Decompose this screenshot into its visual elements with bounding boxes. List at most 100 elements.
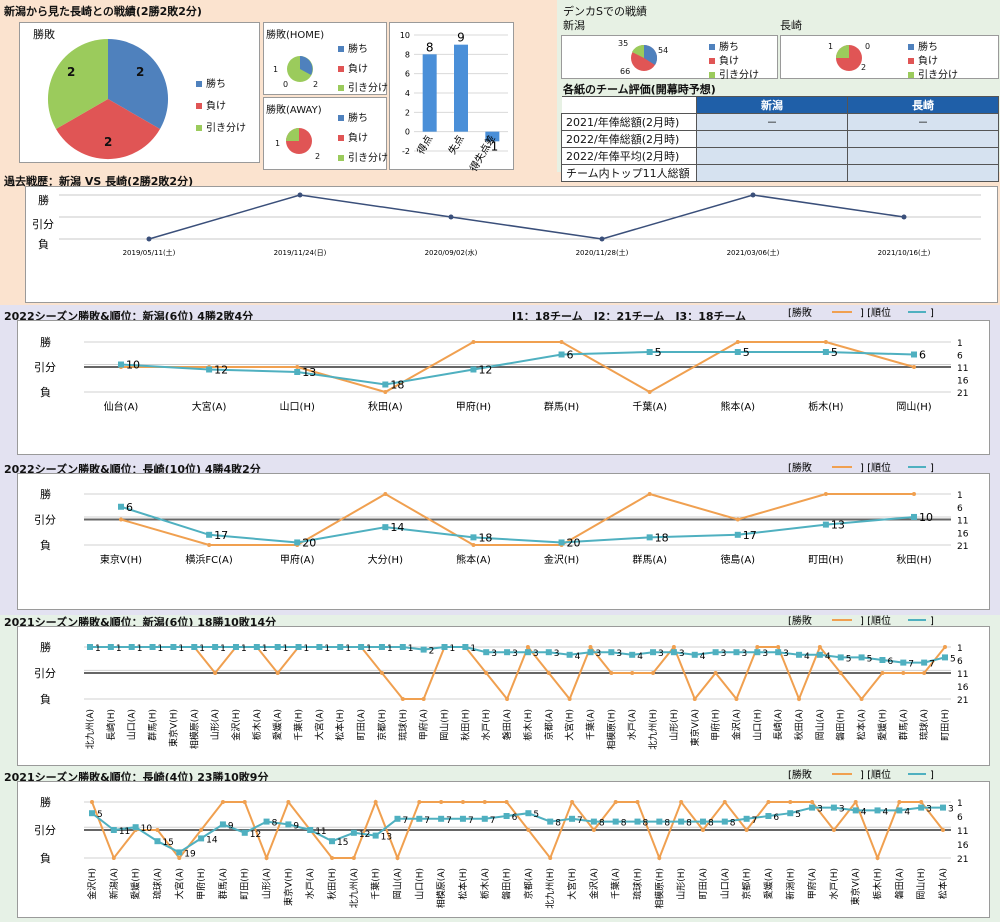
history-date-label: 2020/09/02(水) [425,248,478,257]
rank-data-label: 8 [621,819,627,829]
rank-data-label: 6 [773,813,779,823]
goals-tick-label: 4 [405,89,410,98]
x-category-label: 大宮(A) [192,400,227,413]
pie-home-legend-loss: 負け [338,60,368,75]
s2022-nagasaki-title: 2022シーズン勝敗&順位：長崎(10位) 4勝4敗2分 [4,463,261,476]
x-category-label: 千葉(H) [293,709,305,741]
rank-point [504,649,511,656]
x-category-label: 愛媛(H) [876,709,888,741]
rank-data-label: 3 [658,649,664,659]
denka-nagasaki-win: 0 [865,42,871,51]
pie-home-loss-value: 2 [313,80,319,89]
rank-data-label: 2 [429,647,435,657]
result-point [213,671,218,675]
pie-main-label: 勝敗 [33,28,55,41]
denka-niigata-win: 54 [658,46,669,55]
result-point [630,671,635,675]
x-category-label: 岡山(H) [916,868,927,900]
x-category-label: 町田(H) [240,868,251,900]
rank-tick-label: 1 [957,491,963,501]
result-point [817,645,822,649]
x-category-label: 山形(A) [209,709,221,740]
rank-data-label: 5 [743,346,750,359]
rank-data-label: 15 [162,838,173,848]
eval-row: 2021/年俸総額(2月時) － － [561,113,999,131]
x-category-label: 磐田(H) [501,868,513,900]
rank-point [911,351,917,358]
eval-cell [847,130,999,148]
rank-tick-label: 16 [957,529,969,539]
history-point [901,214,907,220]
x-category-label: 徳島(A) [720,553,755,566]
result-point [766,800,771,804]
rank-tick-label: 11 [957,670,968,680]
eval-cell [696,147,848,165]
rank-data-label: 10 [141,824,153,834]
legend-rank-label: ] [順位 [860,306,891,319]
result-point [943,645,947,649]
x-category-label: 岡山(H) [440,709,451,741]
result-point [838,671,843,675]
result-point [853,800,858,804]
rank-data-label: 1 [262,644,268,654]
x-category-label: 金沢(A) [730,709,742,740]
result-point [735,517,740,522]
x-category-label: 水戸(A) [304,868,316,899]
rank-point [896,807,903,814]
result-point [400,697,405,701]
x-category-label: 町田(H) [808,555,843,566]
pie-main-win-value: 2 [136,65,145,79]
x-category-label: 東京V(H) [167,709,179,747]
eval-row-label: 2021/年俸総額(2月時) [561,113,697,131]
s2022-nagasaki-card: [勝敗] [順位] 勝引分負 1 6 11 16 21 6 17 20 14 18 20 18 17 13 10… [17,461,990,610]
ylabel-draw: 引分 [34,513,56,527]
rank-tick-label: 6 [957,504,963,514]
rank-tick-label: 11 [957,517,968,527]
eval-cell [696,130,848,148]
rank-data-label: 3 [616,649,622,659]
pie-home-label: 勝敗(HOME) [266,30,325,41]
rank-point [441,644,448,650]
ylabel-loss: 負 [40,852,51,865]
rank-tick-label: 1 [957,339,963,349]
rank-data-label: 6 [126,501,133,514]
pie-main-draw-slice [47,38,108,130]
pie-away-chart [286,128,312,154]
result-point [692,697,697,701]
denka-niigata-legend-draw: 引き分け [709,66,759,81]
rank-point [263,818,270,825]
x-category-label: 町田(H) [940,709,951,741]
x-category-label: 琉球(A) [151,868,163,899]
x-category-label: 東京V(H) [100,553,142,566]
x-category-label: 新潟(H) [784,868,796,900]
rank-data-label: 6 [512,813,518,823]
result-point [505,697,510,701]
ylabel-draw: 引分 [34,666,56,680]
rank-line [120,351,915,386]
result-point [417,800,422,804]
rank-point [89,810,95,817]
rank-point [646,349,653,355]
result-point [220,800,225,804]
rank-point [942,654,948,661]
eval-cell: － [847,113,999,131]
x-category-label: 秋田(H) [459,709,471,741]
pie-main-legend-draw: 引き分け [196,119,246,134]
history-date-label: 2019/11/24(日) [274,249,327,257]
history-line [148,194,905,240]
result-point [559,340,564,344]
rank-point [232,644,239,650]
x-category-label: 大宮(A) [173,868,185,899]
x-category-label: 松本(H) [457,868,469,900]
rank-point [170,644,177,650]
eval-table: 新潟 長崎 2021/年俸総額(2月時) － － 2022/年俸総額(2月時) … [561,96,999,182]
rank-data-label: 12 [359,830,370,840]
result-point [546,671,551,675]
rank-tick-label: 21 [957,389,968,399]
rank-point [241,829,248,836]
result-point [912,365,916,369]
x-category-label: 相模原(H) [653,868,665,909]
eval-cell [696,164,848,182]
